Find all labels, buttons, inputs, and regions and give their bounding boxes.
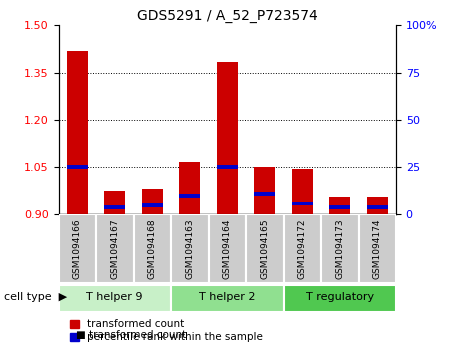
Bar [96, 214, 134, 283]
Bar [180, 194, 200, 198]
Bar [180, 162, 200, 214]
Text: GSM1094167: GSM1094167 [110, 218, 119, 279]
Text: T helper 9: T helper 9 [86, 292, 143, 302]
Bar [254, 192, 275, 196]
Bar [171, 285, 284, 313]
Bar [104, 191, 125, 214]
Bar [367, 197, 387, 214]
Text: T regulatory: T regulatory [306, 292, 374, 302]
Bar [321, 214, 359, 283]
Bar [134, 214, 171, 283]
Bar [171, 214, 208, 283]
Bar [367, 205, 387, 209]
Bar [67, 165, 88, 169]
Bar [58, 214, 96, 283]
Text: GSM1094168: GSM1094168 [148, 218, 157, 279]
Bar [246, 214, 284, 283]
Bar [359, 214, 396, 283]
Text: ■ transformed count: ■ transformed count [76, 330, 187, 340]
Bar [329, 197, 350, 214]
Text: GSM1094166: GSM1094166 [73, 218, 82, 279]
Bar [208, 214, 246, 283]
Bar [142, 203, 162, 207]
Text: cell type  ▶: cell type ▶ [4, 292, 68, 302]
Bar [58, 285, 171, 313]
Bar [254, 167, 275, 214]
Text: GSM1094173: GSM1094173 [335, 218, 344, 279]
Bar [67, 50, 88, 214]
Bar [217, 165, 238, 169]
Legend: transformed count, percentile rank within the sample: transformed count, percentile rank withi… [71, 319, 263, 342]
Text: GSM1094165: GSM1094165 [260, 218, 269, 279]
Bar [142, 189, 162, 214]
Text: GSM1094163: GSM1094163 [185, 218, 194, 279]
Bar [284, 214, 321, 283]
Bar [292, 201, 313, 205]
Bar [292, 168, 313, 214]
Text: GSM1094164: GSM1094164 [223, 219, 232, 279]
Text: GSM1094172: GSM1094172 [298, 219, 307, 279]
Text: T helper 2: T helper 2 [199, 292, 256, 302]
Bar [217, 62, 238, 214]
Text: GSM1094174: GSM1094174 [373, 219, 382, 279]
Bar [284, 285, 396, 313]
Bar [329, 205, 350, 209]
Bar [104, 205, 125, 208]
Title: GDS5291 / A_52_P723574: GDS5291 / A_52_P723574 [137, 9, 318, 23]
